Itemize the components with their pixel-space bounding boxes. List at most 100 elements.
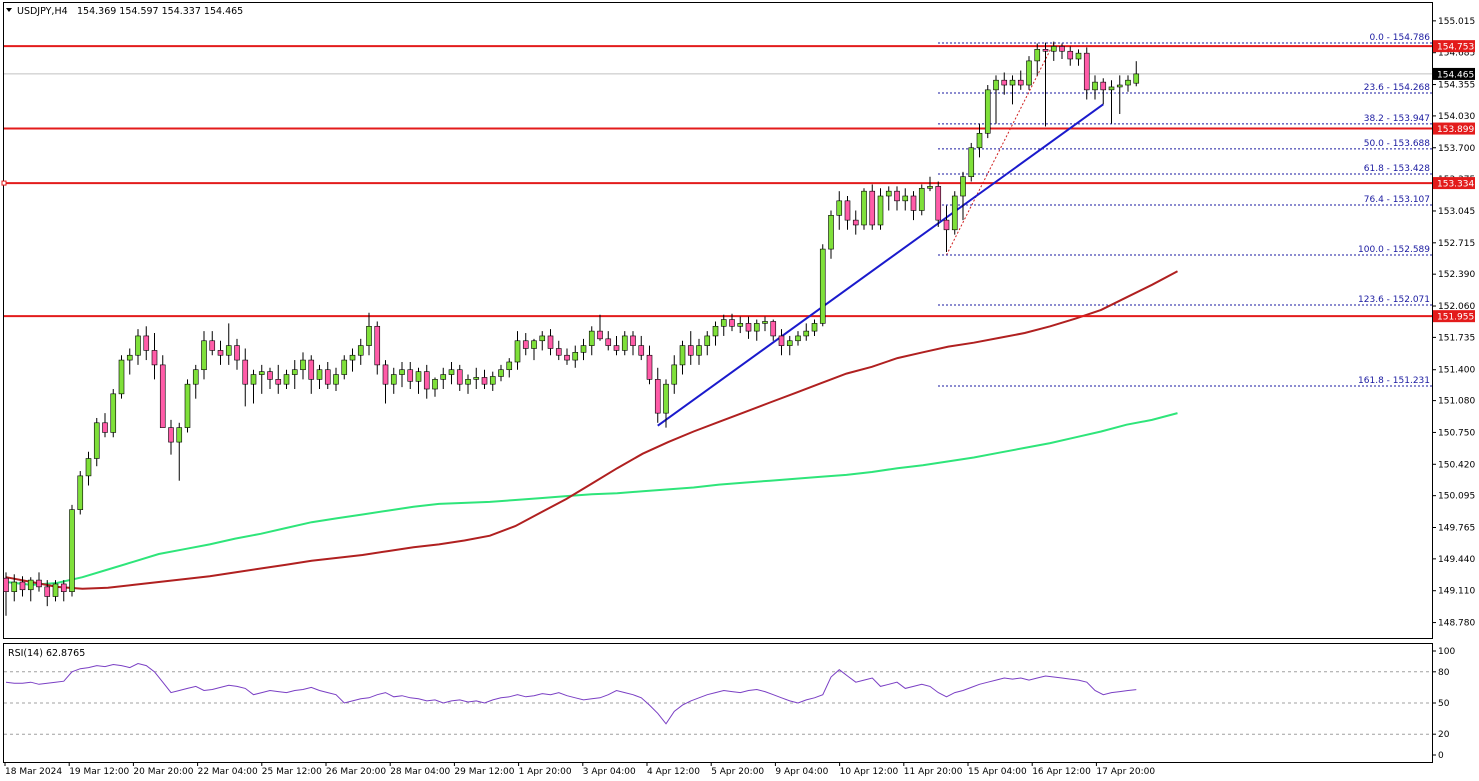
level-price-tag-label: 153.899 [1437,125,1474,135]
candle-bear [1100,81,1107,91]
candle-bear [481,377,488,385]
candle-bull [473,377,480,380]
x-tick-label: 15 Apr 04:00 [968,767,1027,777]
x-tick-label: 4 Apr 12:00 [647,767,700,777]
candle-bull [712,325,719,337]
candle-bear [597,330,603,340]
fib-level-label: 0.0 - 154.786 [1370,33,1431,43]
level-handle[interactable] [1,180,7,186]
candle-bull [836,200,843,216]
candle-bull [225,345,232,356]
candle-bull [118,359,125,395]
candle-bear [943,219,950,231]
candle-bull [704,335,711,346]
candle-bear [1001,79,1008,86]
candle-bull [341,359,348,375]
candle-bull [795,335,801,342]
rsi-tick-label: 80 [1438,668,1450,678]
candle-bull [663,383,669,414]
candle-bear [308,359,315,380]
candle-bull [951,195,958,231]
candle-bear [522,340,529,349]
x-tick-label: 22 Mar 04:00 [198,767,258,777]
last-price-tag [1433,67,1475,80]
candle-bull [333,374,339,385]
candle-bear [3,577,9,592]
trendline[interactable] [657,103,1104,427]
time-axis: 18 Mar 2024 19 Mar 12:00 20 Mar 20:00 22 Ma… [4,762,1155,777]
y-tick-label: 152.060 [1438,302,1475,312]
candle-bull [679,345,686,366]
y-tick-label: 154.355 [1438,81,1475,91]
candle-bull [52,583,59,597]
x-tick-label: 11 Apr 20:00 [904,767,963,777]
candle-bear [1017,79,1024,86]
fib-level-label: 161.8 - 151.231 [1358,376,1430,386]
ma-green-line [5,412,1178,586]
level-price-tag-label: 153.334 [1437,180,1474,190]
candle-bull [176,427,183,443]
y-tick-label: 151.400 [1438,366,1475,376]
x-tick-label: 10 Apr 12:00 [840,767,899,777]
candle-bull [861,190,867,226]
y-tick-label: 152.715 [1438,239,1475,249]
candle-bear [613,345,620,351]
candle-bear [935,186,942,221]
x-tick-label: 20 Mar 20:00 [133,767,193,777]
fib-level-label: 61.8 - 153.428 [1364,164,1430,174]
candle-bear [778,335,785,346]
y-tick-label: 150.420 [1438,460,1475,470]
candle-bull [918,187,925,211]
candle-bear [407,369,414,382]
chart-menu-arrow-icon[interactable] [6,8,12,12]
y-tick-label: 150.750 [1438,428,1475,438]
fib-level-label: 38.2 - 153.947 [1364,114,1430,124]
candle-bull [1116,84,1123,88]
level-price-tag [1433,177,1475,190]
candle-bull [291,369,298,375]
horizontal-levels[interactable] [1,45,1432,318]
candle-bull [1125,79,1131,86]
fib-level-label: 100.0 - 152.589 [1358,245,1430,255]
candle-bull [828,215,834,250]
candle-bull [110,393,117,433]
trendlines[interactable] [657,103,1104,427]
price-axis: 155.015 154.685 154.355 154.030 153.700 153.3… [1432,17,1475,761]
x-tick-label: 17 Apr 20:00 [1096,767,1155,777]
candle-bear [168,427,174,443]
fib-level-label: 50.0 - 153.688 [1364,139,1430,149]
candle-bull [671,364,678,385]
candle-bull [1009,79,1016,86]
candle-bull [993,79,999,91]
candle-bear [1059,46,1065,52]
candle-bull [432,379,438,390]
y-tick-label: 149.110 [1438,587,1475,597]
y-tick-label: 154.685 [1438,49,1475,59]
candle-bear [770,321,777,337]
candle-bear [1083,52,1090,91]
price-tags: 154.753 153.899 153.334 151.955 154.465 [1433,40,1475,323]
candle-bear [547,335,554,349]
candle-bull [349,354,356,361]
y-tick-label: 152.390 [1438,270,1475,280]
candle-bear [605,338,612,346]
candle-bear [242,359,249,385]
candle-bull [984,89,991,134]
candle-bear [217,350,224,356]
candle-bull [1034,49,1041,62]
candle-bull [184,383,191,428]
candle-bear [844,200,851,221]
candle-bull [531,340,537,349]
symbol-label: USDJPY,H4 [17,6,68,17]
candle-bear [36,579,42,588]
candle-bull [762,321,768,324]
candle-bear [745,323,752,332]
candle-bull [440,374,447,380]
y-tick-label: 149.765 [1438,524,1475,534]
rsi-tick-label: 20 [1438,730,1450,740]
y-tick-label: 150.095 [1438,492,1475,502]
candle-bear [143,335,150,351]
rsi-line [5,662,1137,725]
